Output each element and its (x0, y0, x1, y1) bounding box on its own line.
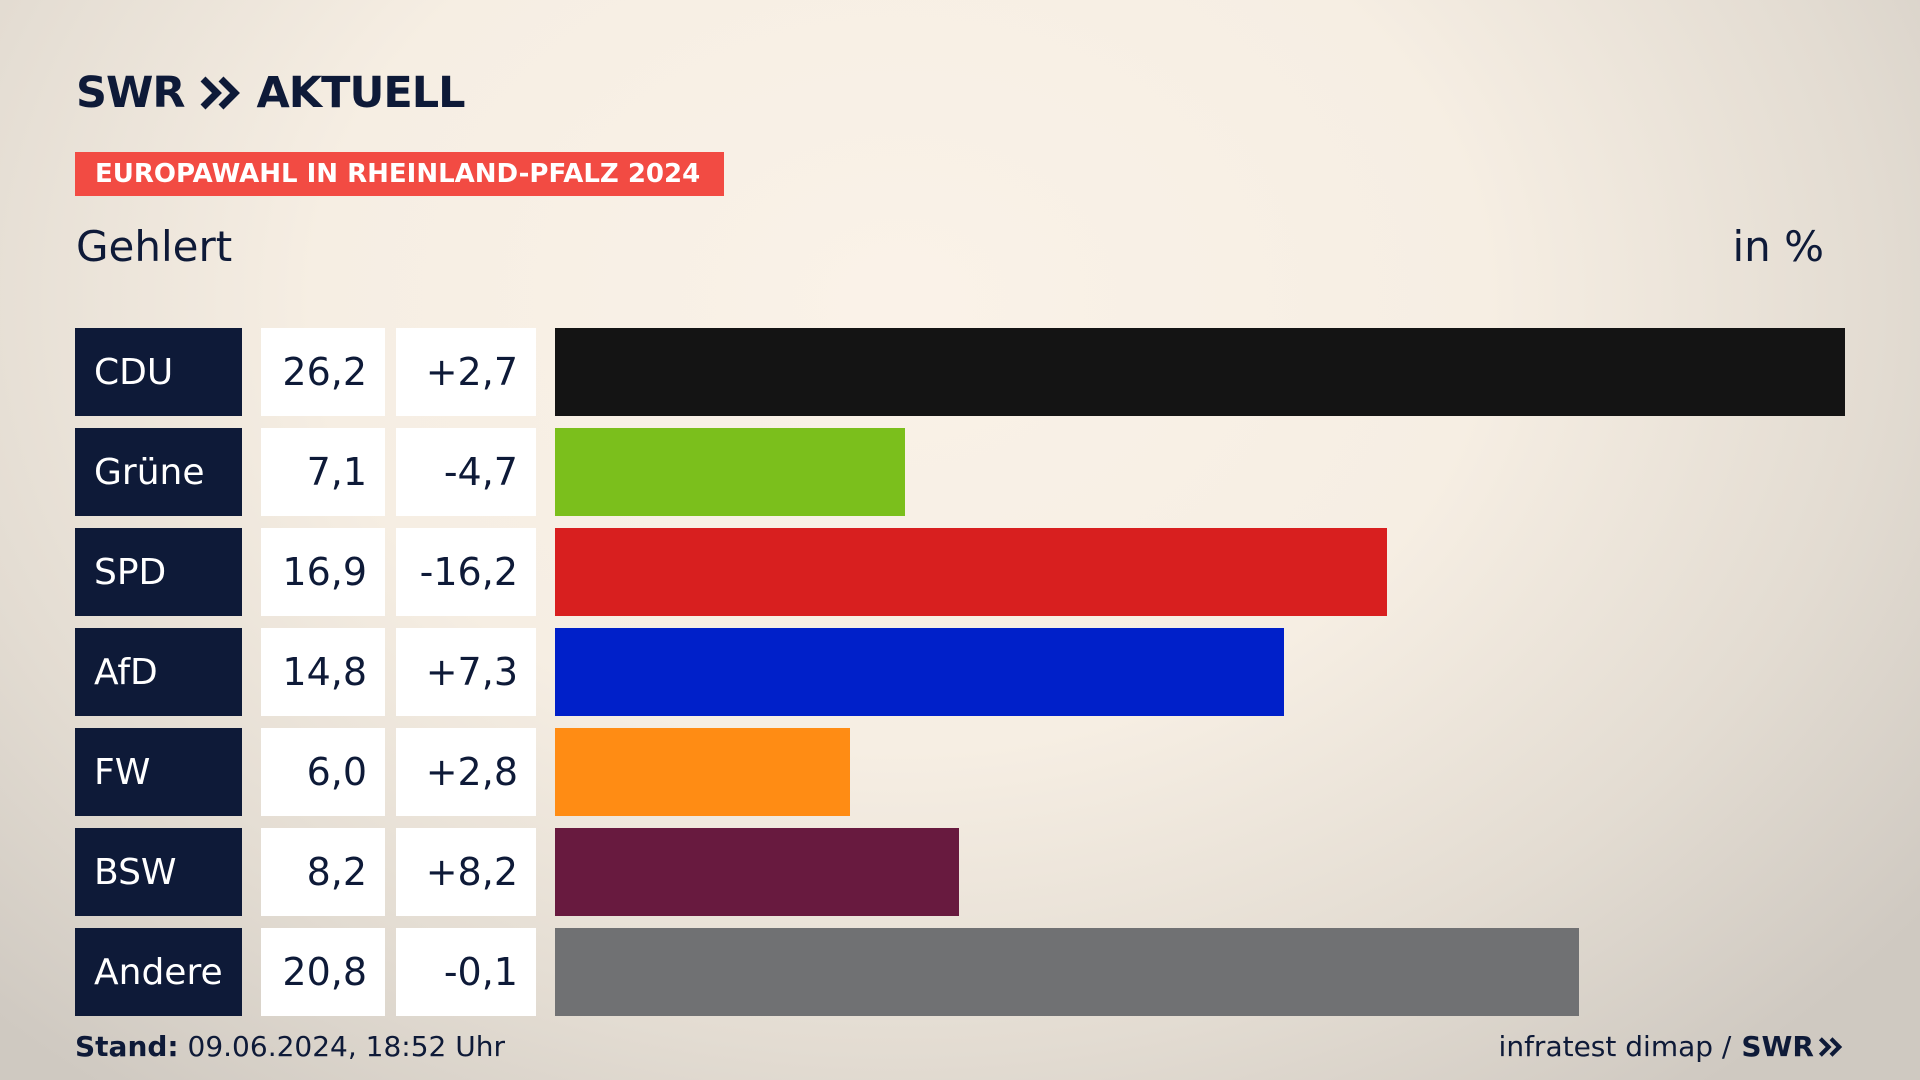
bar (555, 928, 1580, 1016)
logo-product: AKTUELL (256, 68, 466, 118)
value-label: 26,2 (261, 328, 385, 416)
diff-label: +2,7 (396, 328, 536, 416)
value-label: 14,8 (261, 628, 385, 716)
bar (555, 828, 959, 916)
party-label: FW (75, 728, 242, 816)
chart-subtitle: Gehlert (76, 222, 233, 271)
bar (555, 428, 905, 516)
logo-brand: SWR (76, 68, 186, 118)
bar (555, 528, 1388, 616)
stand-label: Stand: (75, 1030, 179, 1063)
value-label: 6,0 (261, 728, 385, 816)
party-label: Andere (75, 928, 242, 1016)
party-label: CDU (75, 328, 242, 416)
election-banner: EUROPAWAHL IN RHEINLAND-PFALZ 2024 (75, 152, 724, 196)
chevron-double-icon (200, 76, 240, 110)
source-text: infratest dimap / (1498, 1030, 1732, 1063)
unit-label: in % (1732, 222, 1824, 271)
value-label: 8,2 (261, 828, 385, 916)
party-label: AfD (75, 628, 242, 716)
source-brand: SWR (1741, 1030, 1844, 1063)
party-label: BSW (75, 828, 242, 916)
source-credit: infratest dimap / SWR (1499, 1030, 1844, 1063)
stand-value: 09.06.2024, 18:52 Uhr (187, 1030, 505, 1063)
source-brand-text: SWR (1741, 1030, 1814, 1063)
chevron-double-icon (1818, 1036, 1843, 1057)
bar (555, 328, 1845, 416)
diff-label: -4,7 (396, 428, 536, 516)
diff-label: +2,8 (396, 728, 536, 816)
value-label: 16,9 (261, 528, 385, 616)
diff-label: +8,2 (396, 828, 536, 916)
bar (555, 728, 851, 816)
value-label: 20,8 (261, 928, 385, 1016)
diff-label: -16,2 (396, 528, 536, 616)
swr-aktuell-logo: SWR AKTUELL (76, 68, 466, 118)
timestamp: Stand: 09.06.2024, 18:52 Uhr (75, 1030, 505, 1063)
diff-label: +7,3 (396, 628, 536, 716)
bar (555, 628, 1284, 716)
value-label: 7,1 (261, 428, 385, 516)
diff-label: -0,1 (396, 928, 536, 1016)
party-label: Grüne (75, 428, 242, 516)
party-label: SPD (75, 528, 242, 616)
